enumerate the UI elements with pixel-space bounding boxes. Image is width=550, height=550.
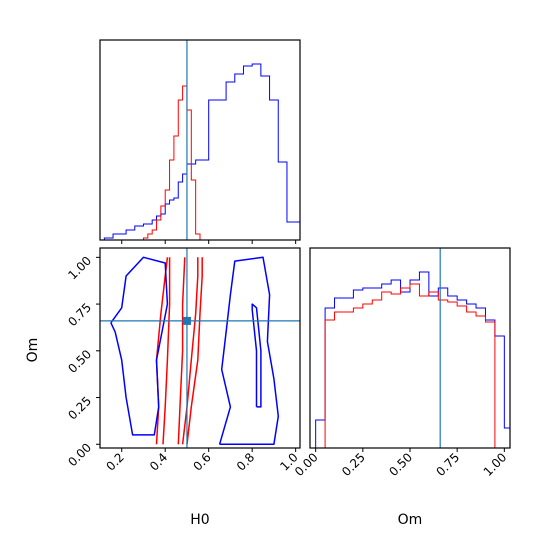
- om-marginal-panel: 0.00 0.25 0.50 0.75 1.00: [292, 247, 511, 479]
- panel-frame: [309, 247, 511, 449]
- contour-line-3: [177, 257, 186, 445]
- contour-line-5: [186, 257, 203, 445]
- om-histogram-series-2: [315, 283, 505, 449]
- h0-marginal-panel: [99, 39, 301, 244]
- h0-histogram-series-2: [142, 85, 201, 240]
- contour-line-7: [218, 256, 280, 446]
- contour-line-2: [162, 257, 171, 445]
- x-tick-label-om: 1.00: [481, 450, 510, 479]
- h0-om-contour-panel: 0.2 0.4 0.6 0.8 1.00.000.250.500.751.00: [65, 247, 301, 474]
- x-tick-label-h0: 0.8: [234, 450, 257, 473]
- x-axis-label-h0: H0: [190, 512, 209, 528]
- x-tick-label-om: 0.50: [386, 450, 415, 479]
- contour-line-4: [181, 257, 199, 445]
- y-tick-label-om: 0.25: [65, 394, 94, 423]
- x-tick-label-h0: 0.6: [190, 450, 213, 473]
- contour-line-8: [251, 303, 262, 408]
- y-axis-label-om: Om: [25, 338, 41, 363]
- y-tick-label-om: 0.50: [65, 347, 94, 376]
- x-axis-label-om: Om: [398, 512, 423, 528]
- panel-frame: [99, 39, 301, 241]
- h0-histogram-series-1: [103, 63, 301, 240]
- panel-frame: [99, 247, 301, 449]
- y-tick-label-om: 0.00: [65, 440, 94, 469]
- y-tick-label-om: 1.00: [65, 254, 94, 283]
- contour-lines: [110, 256, 280, 446]
- om-histogram-series-1: [315, 271, 511, 448]
- truth-point-marker: [182, 316, 191, 325]
- x-tick-label-h0: 0.4: [147, 450, 170, 473]
- x-tick-label-om: 0.00: [292, 450, 321, 479]
- x-tick-label-om: 0.75: [433, 450, 462, 479]
- x-tick-label-h0: 0.2: [103, 450, 126, 473]
- x-tick-label-om: 0.25: [339, 450, 368, 479]
- contour-line-6: [110, 256, 169, 436]
- y-tick-label-om: 0.75: [65, 300, 94, 329]
